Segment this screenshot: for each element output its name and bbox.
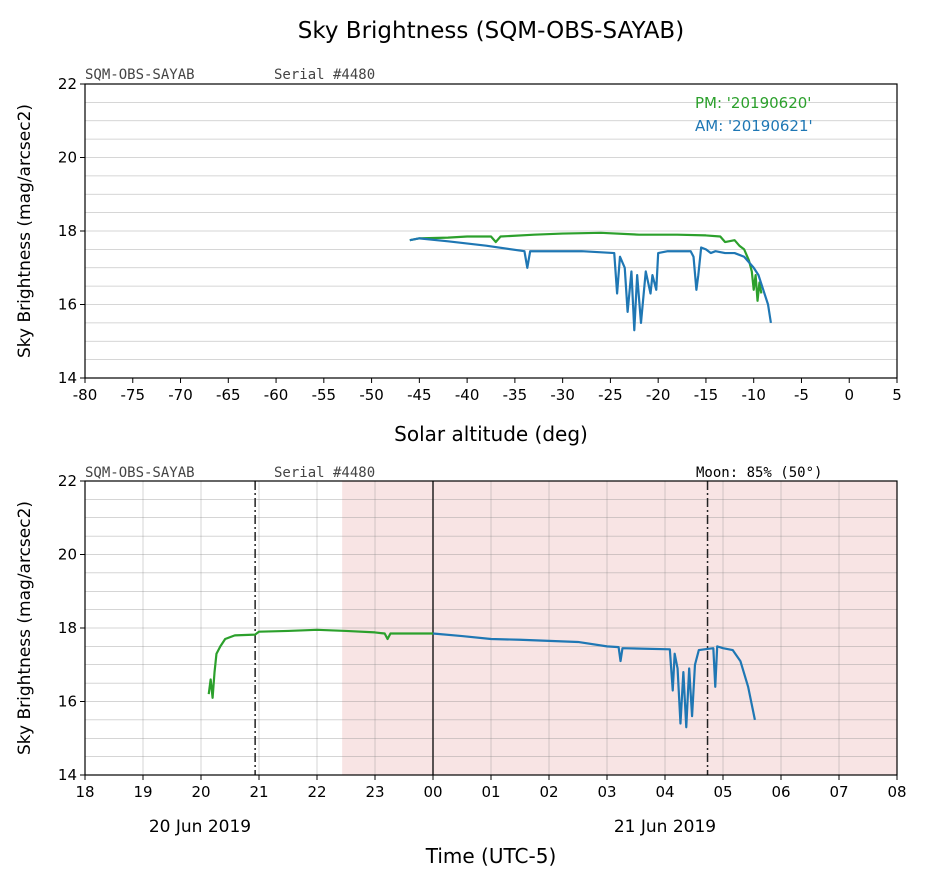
x-tick-label: -35 — [503, 386, 528, 404]
x-tick-label: -70 — [168, 386, 193, 404]
date-label-2: 21 Jun 2019 — [614, 817, 716, 837]
x-tick-label: 01 — [481, 783, 500, 801]
y-axis-label: Sky Brightness (mag/arcsec2) — [15, 501, 35, 755]
legend-am: AM: '20190621' — [695, 117, 813, 135]
x-tick-label: 06 — [771, 783, 790, 801]
x-tick-label: -80 — [73, 386, 98, 404]
y-tick-label: 20 — [58, 546, 77, 564]
y-tick-label: 16 — [58, 296, 77, 314]
y-tick-label: 16 — [58, 693, 77, 711]
y-tick-label: 14 — [58, 369, 77, 387]
y-tick-label: 20 — [58, 149, 77, 167]
x-tick-label: 02 — [539, 783, 558, 801]
x-tick-label: 5 — [892, 386, 902, 404]
x-tick-label: -75 — [121, 386, 146, 404]
x-axis-label: Time (UTC-5) — [425, 844, 557, 868]
x-tick-label: -40 — [455, 386, 480, 404]
x-tick-label: -30 — [550, 386, 575, 404]
header-station: SQM-OBS-SAYAB — [85, 67, 195, 83]
am-series-line — [409, 237, 772, 332]
x-axis-label: Solar altitude (deg) — [394, 422, 588, 446]
y-tick-label: 14 — [58, 766, 77, 784]
x-tick-label: -25 — [598, 386, 623, 404]
x-tick-label: 04 — [655, 783, 674, 801]
y-tick-label: 18 — [58, 619, 77, 637]
x-tick-label: 18 — [75, 783, 94, 801]
x-tick-label: -50 — [359, 386, 384, 404]
y-tick-label: 22 — [58, 75, 77, 93]
x-tick-label: -15 — [694, 386, 719, 404]
pm-series-line — [207, 628, 433, 699]
x-tick-label: 20 — [191, 783, 210, 801]
x-tick-label: 19 — [133, 783, 152, 801]
header-serial: Serial #4480 — [274, 465, 375, 481]
x-tick-label: 08 — [887, 783, 906, 801]
x-tick-label: -20 — [646, 386, 671, 404]
y-tick-label: 22 — [58, 472, 77, 490]
x-tick-label: 23 — [365, 783, 384, 801]
header-moon: Moon: 85% (50°) — [696, 465, 822, 481]
x-tick-label: 22 — [307, 783, 326, 801]
x-tick-label: -45 — [407, 386, 432, 404]
x-tick-label: -55 — [312, 386, 337, 404]
x-tick-label: 07 — [829, 783, 848, 801]
x-tick-label: -10 — [741, 386, 766, 404]
am-series-line — [432, 632, 756, 729]
x-tick-label: 05 — [713, 783, 732, 801]
x-tick-label: -65 — [216, 386, 241, 404]
header-serial: Serial #4480 — [274, 67, 375, 83]
y-axis-label: Sky Brightness (mag/arcsec2) — [15, 104, 35, 358]
figure-title: Sky Brightness (SQM-OBS-SAYAB) — [298, 18, 684, 44]
time-panel: 18 19 20 21 22 23 00 01 02 03 04 05 06 07 08 14 16 18 20 22… — [15, 465, 907, 868]
solar-altitude-panel: -80 -75 -70 -65 -60 -55 -50 -45 -40 -35 -30 -25 -20-… — [15, 67, 902, 446]
y-tick-label: 18 — [58, 222, 77, 240]
x-tick-label: 0 — [844, 386, 854, 404]
header-station: SQM-OBS-SAYAB — [85, 465, 195, 481]
legend-pm: PM: '20190620' — [695, 94, 811, 112]
x-tick-label: 03 — [597, 783, 616, 801]
x-tick-label: 00 — [423, 783, 442, 801]
pm-series-line — [409, 231, 763, 302]
date-label-1: 20 Jun 2019 — [149, 817, 251, 837]
x-tick-label: -5 — [794, 386, 809, 404]
x-tick-label: 21 — [249, 783, 268, 801]
x-tick-label: -60 — [264, 386, 289, 404]
